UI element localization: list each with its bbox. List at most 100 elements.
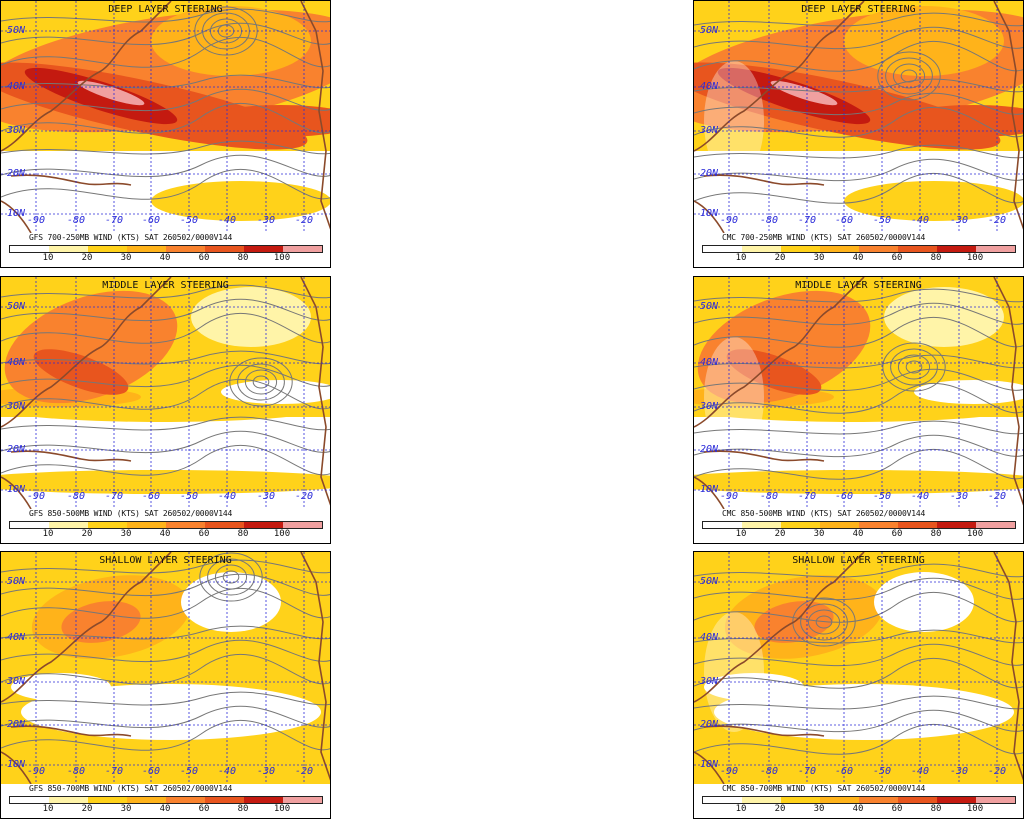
lon-label: -30 bbox=[949, 766, 969, 777]
lon-label: -20 bbox=[987, 215, 1007, 226]
colorbar-tick: 20 bbox=[81, 529, 93, 539]
panel-title: SHALLOW LAYER STEERING bbox=[792, 555, 925, 566]
colorbar-tick: 80 bbox=[930, 253, 942, 263]
colorbar-tick: 100 bbox=[966, 529, 984, 539]
lon-label: -30 bbox=[949, 215, 969, 226]
lat-label: 50N bbox=[7, 576, 26, 587]
colorbar-tick: 40 bbox=[159, 529, 171, 539]
colorbar-swatch bbox=[166, 522, 205, 528]
colorbar-tick: 10 bbox=[42, 253, 54, 263]
lon-label: -40 bbox=[217, 215, 237, 226]
lat-label: 40N bbox=[7, 632, 26, 643]
colorbar-swatch bbox=[10, 797, 49, 803]
colorbar-swatch bbox=[127, 522, 166, 528]
colorbar-tick: 100 bbox=[966, 253, 984, 263]
colorbar-tick: 20 bbox=[774, 804, 786, 814]
lon-label: -80 bbox=[66, 766, 86, 777]
lat-label: 20N bbox=[700, 444, 719, 455]
gfs-middle-panel: MIDDLE LAYER STEERING 50N 40N 30N 20N 10N -90 -… bbox=[0, 276, 331, 544]
colorbar-tick: 40 bbox=[852, 529, 864, 539]
gfs-deep-panel: DEEP LAYER STEERING 50N 40N 30N 20N 10N -90 -80… bbox=[0, 0, 331, 268]
colorbar-swatch bbox=[703, 522, 742, 528]
lat-label: 40N bbox=[700, 632, 719, 643]
lat-label: 30N bbox=[7, 125, 26, 136]
lon-label: -40 bbox=[217, 491, 237, 502]
colorbar-swatch bbox=[127, 797, 166, 803]
lat-label: 40N bbox=[700, 81, 719, 92]
lon-label: -50 bbox=[872, 215, 892, 226]
colorbar-ticks: 10 20 30 40 60 80 100 bbox=[9, 529, 323, 541]
colorbar bbox=[9, 245, 323, 253]
colorbar-swatch bbox=[244, 522, 283, 528]
colorbar-swatch bbox=[820, 797, 859, 803]
colorbar-tick: 10 bbox=[735, 253, 747, 263]
lon-label: -40 bbox=[910, 766, 930, 777]
colorbar-swatch bbox=[244, 246, 283, 252]
colorbar-tick: 20 bbox=[81, 253, 93, 263]
colorbar-swatch bbox=[49, 522, 88, 528]
lon-label: -60 bbox=[141, 215, 161, 226]
panel-caption: CMC 700-250MB WIND (KTS) SAT 260502/0000… bbox=[722, 233, 926, 242]
colorbar-ticks: 10 20 30 40 60 80 100 bbox=[702, 529, 1016, 541]
colorbar-tick: 20 bbox=[774, 253, 786, 263]
lon-label: -90 bbox=[719, 766, 739, 777]
lon-label: -80 bbox=[759, 766, 779, 777]
lon-label: -20 bbox=[294, 491, 314, 502]
lat-label: 40N bbox=[7, 357, 26, 368]
colorbar-swatch bbox=[781, 246, 820, 252]
lon-label: -50 bbox=[179, 215, 199, 226]
colorbar bbox=[9, 521, 323, 529]
colorbar-tick: 60 bbox=[198, 804, 210, 814]
panel-title: DEEP LAYER STEERING bbox=[108, 4, 223, 15]
steering-map bbox=[694, 552, 1023, 784]
colorbar-tick: 10 bbox=[42, 529, 54, 539]
colorbar-swatch bbox=[703, 246, 742, 252]
colorbar-ticks: 10 20 30 40 60 80 100 bbox=[702, 804, 1016, 816]
panel-title: DEEP LAYER STEERING bbox=[801, 4, 916, 15]
colorbar-tick: 30 bbox=[813, 253, 825, 263]
lon-label: -60 bbox=[141, 491, 161, 502]
colorbar-swatch bbox=[859, 246, 898, 252]
lat-label: 20N bbox=[7, 719, 26, 730]
lon-label: -80 bbox=[66, 491, 86, 502]
colorbar-swatch bbox=[88, 522, 127, 528]
lon-label: -30 bbox=[256, 766, 276, 777]
steering-map bbox=[1, 277, 330, 509]
colorbar-swatch bbox=[283, 246, 322, 252]
panel-caption: CMC 850-500MB WIND (KTS) SAT 260502/0000… bbox=[722, 509, 926, 518]
colorbar-tick: 100 bbox=[273, 804, 291, 814]
lon-label: -50 bbox=[872, 491, 892, 502]
gfs-shallow-panel: SHALLOW LAYER STEERING 50N 40N 30N 20N 10N -90… bbox=[0, 551, 331, 819]
colorbar-swatch bbox=[820, 522, 859, 528]
colorbar-tick: 100 bbox=[273, 529, 291, 539]
colorbar-tick: 60 bbox=[891, 253, 903, 263]
colorbar-tick: 10 bbox=[735, 529, 747, 539]
colorbar bbox=[702, 245, 1016, 253]
lon-label: -60 bbox=[834, 491, 854, 502]
colorbar-tick: 80 bbox=[237, 804, 249, 814]
lat-label: 50N bbox=[7, 301, 26, 312]
colorbar-tick: 30 bbox=[120, 253, 132, 263]
colorbar-tick: 30 bbox=[813, 529, 825, 539]
colorbar-swatch bbox=[781, 522, 820, 528]
lon-label: -90 bbox=[26, 215, 46, 226]
lon-label: -20 bbox=[294, 215, 314, 226]
colorbar-tick: 40 bbox=[159, 804, 171, 814]
lon-label: -90 bbox=[26, 491, 46, 502]
lat-label: 40N bbox=[7, 81, 26, 92]
lat-label: 50N bbox=[700, 576, 719, 587]
steering-map bbox=[1, 552, 330, 784]
lon-label: -40 bbox=[910, 215, 930, 226]
colorbar-swatch bbox=[859, 797, 898, 803]
lon-label: -70 bbox=[104, 491, 124, 502]
lat-label: 10N bbox=[700, 208, 719, 219]
colorbar-swatch bbox=[10, 522, 49, 528]
colorbar-ticks: 10 20 30 40 60 80 100 bbox=[9, 804, 323, 816]
colorbar-swatch bbox=[742, 246, 781, 252]
lon-label: -50 bbox=[179, 766, 199, 777]
lon-label: -20 bbox=[987, 491, 1007, 502]
colorbar-tick: 60 bbox=[891, 529, 903, 539]
lon-label: -20 bbox=[294, 766, 314, 777]
cmc-middle-panel: MIDDLE LAYER STEERING 50N 40N 30N 20N 10N -90 -… bbox=[693, 276, 1024, 544]
colorbar-tick: 100 bbox=[966, 804, 984, 814]
